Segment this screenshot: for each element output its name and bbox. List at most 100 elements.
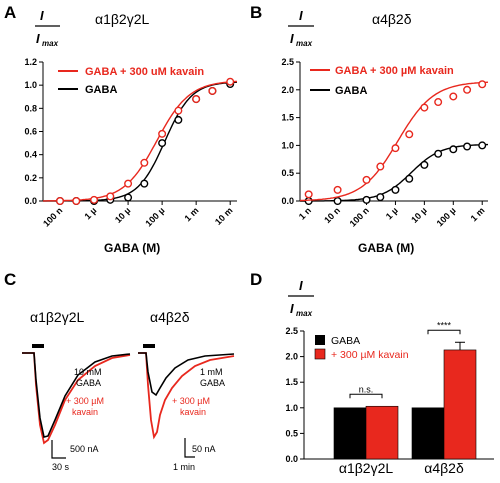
panel-letter: A <box>4 3 16 22</box>
panel-d: D I I max 0.0 0.5 1.0 1.5 2.0 2.5 α1β2γ2L n.s. α… <box>250 270 494 476</box>
chart-title: α4β2δ <box>372 11 412 27</box>
data-point <box>420 160 429 169</box>
fit-curve <box>43 81 238 202</box>
plot-area: 0.0 0.2 0.4 0.6 0.8 1.0 1.2 100 n 1 µ 10 µ 100 µ 1 … <box>24 57 238 229</box>
y-tick-label: 1.0 <box>285 403 298 413</box>
scale-bar <box>184 438 195 458</box>
data-point <box>192 95 201 104</box>
data-point <box>158 129 167 138</box>
data-point <box>124 179 133 188</box>
scale-bar <box>51 440 66 459</box>
y-tick-label: 0.5 <box>281 168 294 178</box>
data-point <box>376 162 385 171</box>
data-point <box>124 193 133 202</box>
data-point <box>478 141 487 150</box>
y-axis-label-subscript: max <box>296 309 313 318</box>
y-axis-label-denominator: I <box>290 301 294 316</box>
data-point <box>56 196 65 205</box>
significance-bracket <box>427 329 461 335</box>
legend: GABA + 300 µM kavain GABA <box>310 65 454 97</box>
y-axis-label-subscript: max <box>296 39 313 48</box>
y-tick-label: 0.4 <box>24 150 37 160</box>
panel-b: B I I max α4β2δ 0.0 0.5 1.0 1.5 2.0 2.5 1 n 10 … <box>250 3 489 255</box>
trace-label-gaba: 10 mM <box>74 367 102 377</box>
bar <box>411 407 445 460</box>
y-tick-label: 0.0 <box>24 196 37 206</box>
scale-bar-label-x: 30 s <box>52 462 70 472</box>
trace-label-gaba: GABA <box>76 378 101 388</box>
panel-a: A I I max α1β2γ2L 0.0 0.2 0.4 0.6 0.8 1.0 1.2 1… <box>4 3 238 255</box>
data-point <box>420 103 429 112</box>
x-tick-label: 100 n <box>41 205 64 228</box>
trace-label-kavain: + 300 µM <box>172 396 210 406</box>
data-point <box>434 149 443 158</box>
y-tick-label: 0.5 <box>285 428 298 438</box>
data-point <box>333 185 342 194</box>
trace-label-gaba: GABA <box>200 378 225 388</box>
y-tick-label: 2.5 <box>285 326 298 336</box>
legend-swatch-gaba <box>315 335 325 345</box>
y-tick-label: 2.0 <box>281 85 294 95</box>
legend-label-kavain: GABA + 300 uM kavain <box>85 66 204 78</box>
data-point <box>72 196 81 205</box>
data-point <box>405 130 414 139</box>
y-tick-label: 1.5 <box>285 377 298 387</box>
data-point <box>478 80 487 89</box>
x-tick-label: 100 µ <box>143 205 166 228</box>
data-point <box>208 86 217 95</box>
legend: GABA + 300 uM kavain GABA <box>58 66 204 96</box>
data-point <box>449 145 458 154</box>
trace-title-alpha1: α1β2γ2L <box>30 309 85 325</box>
chart-title: α1β2γ2L <box>95 11 150 27</box>
trace-label-kavain: + 300 µM <box>66 396 104 406</box>
panel-letter: B <box>250 3 262 22</box>
data-point <box>174 115 183 124</box>
y-axis-label: I <box>299 8 303 23</box>
x-tick-label: 10 n <box>322 205 342 225</box>
x-axis-label: GABA (M) <box>358 241 414 255</box>
x-tick-label: 100 µ <box>435 205 458 228</box>
data-point <box>304 196 313 205</box>
y-tick-label: 0.8 <box>24 103 37 113</box>
data-point <box>391 185 400 194</box>
y-tick-label: 2.0 <box>285 352 298 362</box>
x-tick-label: 10 m <box>213 205 235 227</box>
data-point <box>106 192 115 201</box>
bar <box>365 405 399 460</box>
data-point <box>304 190 313 199</box>
x-tick-label: 10 µ <box>113 205 133 225</box>
trace-label-kavain: kavain <box>180 407 206 417</box>
y-tick-label: 0.0 <box>285 454 298 464</box>
trace-title-alpha4: α4β2δ <box>150 309 190 325</box>
legend-label-gaba: GABA <box>335 85 367 97</box>
trace-gaba-alpha1 <box>22 352 131 438</box>
data-point <box>174 106 183 115</box>
legend-label-gaba: GABA <box>85 84 117 96</box>
panel-letter: C <box>4 270 16 289</box>
y-axis-label-denominator: I <box>36 31 40 46</box>
y-tick-label: 1.0 <box>24 80 37 90</box>
x-tick-label: 10 µ <box>409 205 429 225</box>
x-category-label: α4β2δ <box>424 460 464 476</box>
y-axis-label-denominator: I <box>290 31 294 46</box>
y-tick-label: 0.6 <box>24 127 37 137</box>
y-tick-label: 1.0 <box>281 140 294 150</box>
trace-kavain-alpha4 <box>138 352 235 440</box>
trace-gaba-alpha4 <box>138 352 235 397</box>
legend-label-kavain: GABA + 300 µM kavain <box>335 65 454 77</box>
legend: GABA + 300 µM kavain <box>314 335 409 361</box>
data-point <box>391 144 400 153</box>
y-axis-label-subscript: max <box>42 39 59 48</box>
trace-label-kavain: kavain <box>72 407 98 417</box>
scale-bar-label-y: 500 nA <box>70 444 99 454</box>
data-point <box>226 77 235 86</box>
x-tick-label: 1 µ <box>384 205 400 221</box>
scale-bar-label-y: 50 nA <box>192 444 216 454</box>
trace-label-gaba: 1 mM <box>200 367 223 377</box>
significance-label: **** <box>437 320 452 330</box>
data-point <box>463 142 472 151</box>
x-tick-label: 100 n <box>348 205 371 228</box>
legend-label-kavain: + 300 µM kavain <box>331 349 409 361</box>
x-axis-label: GABA (M) <box>104 241 160 255</box>
